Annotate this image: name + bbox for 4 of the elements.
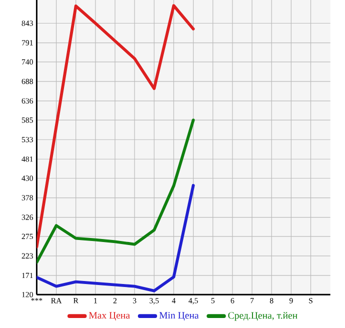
legend-label: Сред.Цена, т.йен <box>228 312 298 321</box>
legend-label: Max Цена <box>88 312 130 321</box>
legend-label: Min Цена <box>159 312 199 321</box>
line-series <box>36 118 195 264</box>
